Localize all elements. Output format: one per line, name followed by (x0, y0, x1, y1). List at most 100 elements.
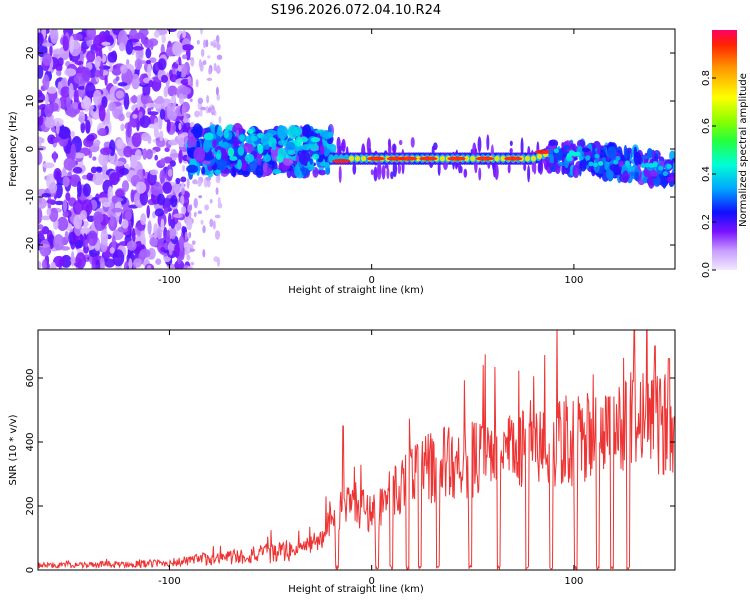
heatmap-cell (159, 108, 166, 120)
heatmap-cell (214, 214, 221, 219)
heatmap-cell (216, 43, 221, 51)
heatmap-cell (194, 110, 200, 118)
heatmap-cell (209, 198, 213, 204)
heatmap-cell (84, 239, 88, 248)
heatmap-cell (642, 176, 649, 184)
heatmap-cell (189, 98, 193, 102)
heatmap-cell (64, 68, 77, 77)
heatmap-cell (169, 153, 181, 158)
heatmap-cell (189, 204, 193, 211)
heatmap-cell (669, 181, 675, 187)
heatmap-cell (188, 231, 192, 239)
heatmap-cell (46, 208, 52, 216)
heatmap-cell (127, 121, 132, 138)
heatmap-cell (202, 60, 207, 66)
heatmap-y-tick-label: 20 (25, 47, 36, 60)
heatmap-cell (155, 258, 162, 265)
heatmap-cell (109, 247, 115, 254)
heatmap-cell (373, 166, 378, 182)
heatmap-cell (392, 160, 398, 178)
heatmap-cell (205, 39, 209, 48)
heatmap-cell (263, 154, 271, 163)
heatmap-cell (192, 179, 198, 185)
heatmap-cell (182, 94, 188, 99)
heatmap-cell (242, 142, 254, 153)
heatmap-cell (62, 35, 69, 52)
heatmap-cell (232, 164, 237, 178)
heatmap-cell (637, 163, 641, 170)
heatmap-cell (182, 29, 187, 39)
heatmap-cell (117, 82, 128, 87)
heatmap-cell (215, 153, 222, 160)
heatmap-cell (157, 58, 167, 71)
heatmap-cell (62, 199, 68, 212)
heatmap-y-ticks: -20 -10 0 10 20 (25, 47, 675, 253)
heatmap-cell (410, 137, 415, 148)
heatmap-cell (186, 243, 190, 253)
heatmap-cell (155, 139, 166, 148)
heatmap-cell (277, 147, 286, 158)
heatmap-cell (46, 199, 57, 204)
heatmap-cell (618, 160, 624, 167)
heatmap-cell (186, 178, 190, 189)
heatmap-cell (107, 51, 117, 63)
heatmap-cell (658, 165, 664, 171)
heatmap-cell (200, 219, 204, 225)
heatmap-cell (49, 207, 59, 222)
heatmap-cell (202, 249, 206, 258)
heatmap-cell (163, 86, 168, 98)
heatmap-cell (95, 259, 101, 269)
heatmap-cell (244, 153, 255, 163)
heatmap-cell (72, 101, 79, 110)
heatmap-cell (524, 155, 531, 162)
heatmap-cell (162, 181, 173, 194)
heatmap-cell (106, 108, 111, 125)
heatmap-cell (118, 42, 125, 52)
heatmap-cell (214, 230, 221, 240)
heatmap-cell (197, 97, 204, 104)
heatmap-cell (187, 265, 193, 269)
heatmap-cell (447, 156, 466, 161)
heatmap-cell (160, 158, 166, 166)
heatmap-cell (93, 34, 105, 51)
heatmap-cell (146, 265, 152, 269)
heatmap-cell (150, 181, 163, 196)
heatmap-cell (212, 139, 217, 149)
heatmap-cell (198, 58, 202, 68)
heatmap-cell (613, 159, 619, 165)
heatmap-cell (195, 79, 199, 88)
heatmap-cell (181, 187, 185, 196)
heatmap-cell (325, 167, 331, 175)
heatmap-cell (475, 156, 495, 161)
heatmap-cell (666, 176, 675, 182)
heatmap-cell (229, 156, 238, 161)
heatmap-cell (181, 54, 188, 60)
heatmap-cell (75, 252, 87, 269)
heatmap-cell (49, 44, 53, 57)
heatmap-cell (138, 111, 143, 119)
heatmap-cell (662, 175, 667, 189)
heatmap-cell (298, 150, 311, 166)
heatmap-cell (98, 104, 106, 122)
heatmap-cell (227, 147, 235, 157)
heatmap-cell (166, 229, 171, 241)
heatmap-cell (338, 145, 342, 155)
heatmap-cell (161, 33, 166, 44)
heatmap-cell (145, 59, 151, 65)
colorbar-ticks: 0.0 0.2 0.4 0.6 0.8 (701, 70, 716, 278)
heatmap-cell (398, 139, 403, 146)
heatmap-cell (579, 157, 587, 172)
heatmap-cell (177, 137, 184, 148)
heatmap-x-label: Height of straight line (km) (288, 285, 424, 296)
heatmap-cell (177, 65, 182, 72)
heatmap-cell (354, 155, 361, 162)
heatmap-cell (157, 193, 166, 206)
heatmap-cell (211, 109, 216, 113)
heatmap-cell (55, 70, 62, 76)
heatmap-cell (341, 138, 346, 153)
heatmap-cell (666, 163, 672, 169)
heatmap-cell (199, 109, 203, 117)
heatmap-cell (581, 147, 590, 153)
heatmap-cell (124, 210, 132, 221)
heatmap-cell (201, 166, 206, 175)
